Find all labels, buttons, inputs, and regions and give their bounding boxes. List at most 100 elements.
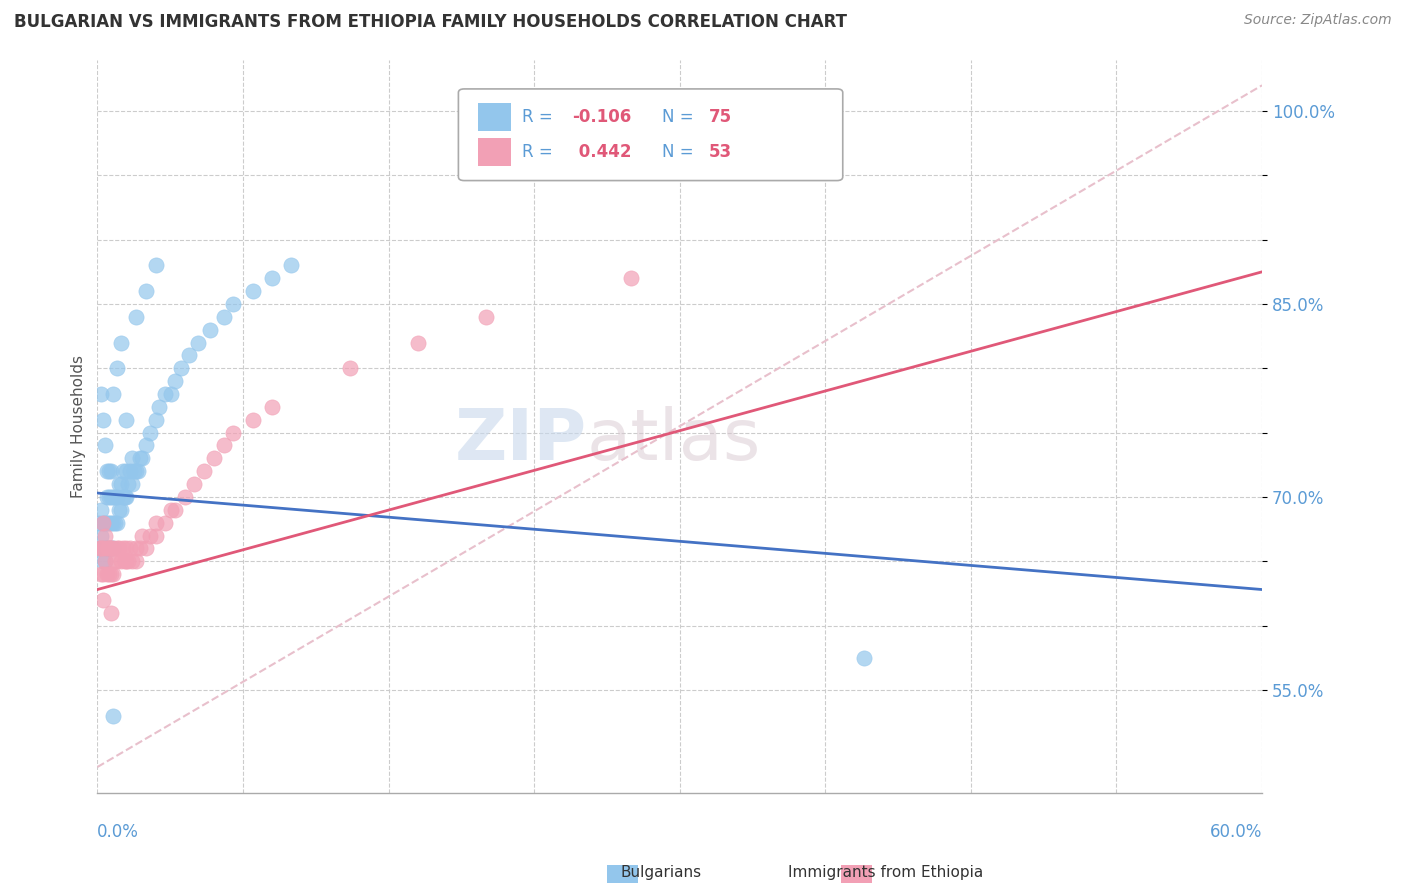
Text: ZIP: ZIP bbox=[454, 407, 586, 475]
Point bbox=[115, 541, 138, 556]
Text: BULGARIAN VS IMMIGRANTS FROM ETHIOPIA FAMILY HOUSEHOLDS CORRELATION CHART: BULGARIAN VS IMMIGRANTS FROM ETHIOPIA FA… bbox=[14, 13, 846, 31]
Point bbox=[105, 361, 128, 376]
Point bbox=[115, 464, 138, 478]
Point bbox=[90, 387, 112, 401]
Point bbox=[96, 490, 118, 504]
Point bbox=[145, 259, 167, 273]
Point bbox=[96, 541, 118, 556]
Point bbox=[94, 528, 117, 542]
Point bbox=[117, 554, 139, 568]
Point bbox=[260, 271, 283, 285]
Point bbox=[406, 335, 429, 350]
Point bbox=[107, 541, 129, 556]
Text: Bulgarians: Bulgarians bbox=[620, 865, 702, 880]
Point bbox=[129, 451, 152, 466]
Point bbox=[120, 464, 142, 478]
Point bbox=[90, 528, 112, 542]
Point bbox=[111, 464, 134, 478]
Point bbox=[98, 464, 121, 478]
Text: Immigrants from Ethiopia: Immigrants from Ethiopia bbox=[789, 865, 983, 880]
Point bbox=[101, 567, 124, 582]
Point bbox=[131, 528, 153, 542]
Point bbox=[135, 284, 157, 298]
Point bbox=[131, 451, 153, 466]
Point bbox=[105, 490, 128, 504]
Point bbox=[212, 310, 235, 324]
Point bbox=[125, 554, 148, 568]
Point bbox=[91, 567, 114, 582]
Point bbox=[212, 438, 235, 452]
Point bbox=[94, 516, 117, 530]
Point bbox=[105, 554, 128, 568]
Point bbox=[94, 554, 117, 568]
Point bbox=[96, 516, 118, 530]
Point bbox=[474, 310, 496, 324]
Point bbox=[89, 541, 111, 556]
Text: -0.106: -0.106 bbox=[572, 108, 631, 126]
Point bbox=[110, 554, 132, 568]
Point bbox=[242, 284, 264, 298]
Point bbox=[94, 554, 117, 568]
Point bbox=[145, 528, 167, 542]
Text: R =: R = bbox=[523, 143, 558, 161]
Point bbox=[187, 335, 209, 350]
Point bbox=[91, 541, 114, 556]
Point bbox=[160, 503, 183, 517]
Point bbox=[120, 541, 142, 556]
Point bbox=[107, 503, 129, 517]
Point bbox=[183, 477, 205, 491]
Bar bbox=[478, 138, 510, 166]
Point bbox=[122, 464, 145, 478]
Y-axis label: Family Households: Family Households bbox=[72, 355, 86, 498]
Point bbox=[105, 516, 128, 530]
Point bbox=[98, 567, 121, 582]
Text: 0.0%: 0.0% bbox=[97, 823, 139, 841]
Text: 60.0%: 60.0% bbox=[1209, 823, 1263, 841]
Point bbox=[145, 516, 167, 530]
Point bbox=[121, 477, 143, 491]
Point bbox=[127, 464, 149, 478]
Point bbox=[125, 541, 148, 556]
Point bbox=[135, 438, 157, 452]
Point bbox=[125, 310, 148, 324]
Point bbox=[91, 541, 114, 556]
Point bbox=[98, 541, 121, 556]
Point bbox=[91, 516, 114, 530]
Point bbox=[100, 567, 122, 582]
Point bbox=[177, 348, 200, 362]
Point bbox=[853, 650, 876, 665]
Point bbox=[260, 400, 283, 414]
Point bbox=[173, 490, 195, 504]
Text: 53: 53 bbox=[709, 143, 733, 161]
Point bbox=[139, 528, 162, 542]
Point bbox=[98, 541, 121, 556]
Point bbox=[101, 541, 124, 556]
FancyBboxPatch shape bbox=[458, 89, 842, 180]
Point bbox=[155, 387, 177, 401]
Text: N =: N = bbox=[662, 143, 699, 161]
Text: atlas: atlas bbox=[586, 407, 761, 475]
Point bbox=[280, 259, 302, 273]
Point bbox=[620, 271, 643, 285]
Point bbox=[242, 413, 264, 427]
Point bbox=[155, 516, 177, 530]
Point bbox=[89, 516, 111, 530]
Point bbox=[100, 541, 122, 556]
Point bbox=[101, 387, 124, 401]
Point bbox=[100, 541, 122, 556]
Point bbox=[139, 425, 162, 440]
Point bbox=[90, 503, 112, 517]
Point bbox=[104, 554, 127, 568]
Point bbox=[101, 490, 124, 504]
Point bbox=[91, 516, 114, 530]
Point bbox=[121, 451, 143, 466]
Point bbox=[91, 592, 114, 607]
Point bbox=[96, 464, 118, 478]
Point bbox=[91, 413, 114, 427]
Text: Source: ZipAtlas.com: Source: ZipAtlas.com bbox=[1244, 13, 1392, 28]
Point bbox=[101, 516, 124, 530]
Point bbox=[145, 413, 167, 427]
Point bbox=[110, 503, 132, 517]
Point bbox=[114, 554, 136, 568]
Point bbox=[107, 477, 129, 491]
